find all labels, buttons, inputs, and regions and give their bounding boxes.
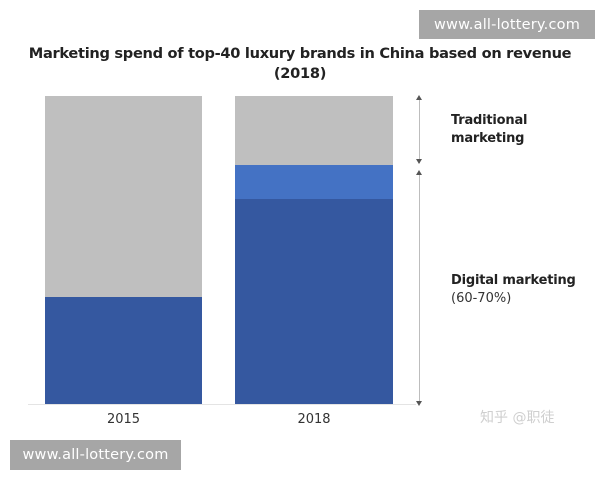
bar-2015-digital-segment — [45, 297, 202, 404]
traditional-arrow-up-icon — [416, 95, 422, 100]
traditional-arrow-down-icon — [416, 159, 422, 164]
digital-label: Digital marketing — [451, 273, 576, 288]
bar-2015 — [45, 96, 202, 404]
traditional-marketing-annotation: Traditional marketing — [451, 112, 527, 148]
chart-title-line-1: Marketing spend of top-40 luxury brands … — [28, 45, 572, 62]
digital-bracket-line — [418, 172, 420, 404]
bar-2018-digital-range-segment — [235, 165, 393, 199]
zhihu-watermark: 知乎 @职徒 — [480, 410, 555, 426]
digital-arrow-up-icon — [416, 170, 422, 175]
digital-marketing-annotation: Digital marketing (60-70%) — [451, 272, 576, 308]
chart-title: Marketing spend of top-40 luxury brands … — [0, 44, 600, 84]
watermark-top: www.all-lottery.com — [419, 10, 595, 39]
bar-2018-traditional-segment — [235, 96, 393, 165]
x-tick-label-2018: 2018 — [297, 412, 331, 427]
bar-2018-digital-segment — [235, 199, 393, 404]
watermark-bottom: www.all-lottery.com — [10, 440, 181, 470]
traditional-label-line-2: marketing — [451, 131, 525, 146]
chart-title-line-2: (2018) — [273, 65, 327, 82]
digital-arrow-down-icon — [416, 401, 422, 406]
traditional-bracket-line — [418, 97, 420, 163]
x-axis-baseline — [28, 404, 416, 405]
digital-range-label: (60-70%) — [451, 291, 512, 306]
x-tick-label-2015: 2015 — [106, 412, 141, 427]
bar-2018 — [235, 96, 393, 404]
traditional-label-line-1: Traditional — [451, 113, 528, 128]
bar-2015-traditional-segment — [45, 96, 202, 297]
